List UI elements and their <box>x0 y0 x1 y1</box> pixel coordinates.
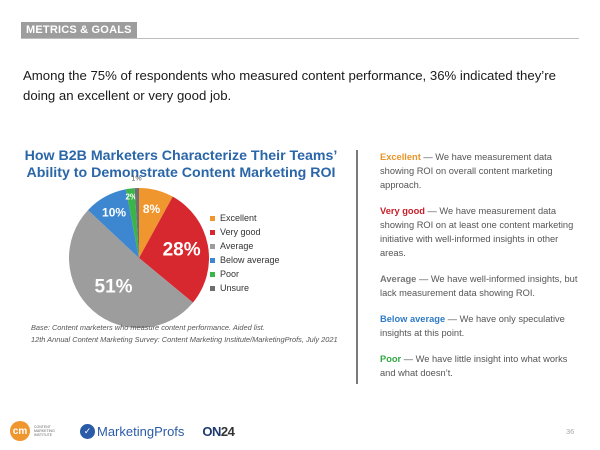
legend-label: Unsure <box>220 283 250 293</box>
pie-slice-below-average <box>87 189 139 258</box>
vertical-divider <box>356 150 358 384</box>
definition-term: Average <box>380 274 417 284</box>
page-number: 36 <box>566 427 575 436</box>
base-note-line-1: Base: Content marketers who measure cont… <box>31 323 265 332</box>
base-note: Base: Content marketers who measure cont… <box>31 322 338 346</box>
pie-slice-average <box>69 210 193 328</box>
definition-term: Below average <box>380 314 446 324</box>
on24-text-b: 24 <box>220 423 235 439</box>
cmi-logo-text: CONTENT MARKETING INSTITUTE <box>34 425 55 437</box>
pie-label: 51% <box>95 276 133 297</box>
definition-text: — We have well-informed insights, but la… <box>380 274 578 298</box>
definition-text: — We have measurement data showing ROI o… <box>380 206 574 258</box>
definition-item: Average — We have well-informed insights… <box>380 272 580 300</box>
legend-label: Average <box>220 241 254 251</box>
pie-slice-unsure <box>134 188 139 258</box>
cmi-logo: cm CONTENT MARKETING INSTITUTE <box>10 421 56 441</box>
definition-text: — We have measurement data showing ROI o… <box>380 152 553 190</box>
pie-label: 1% <box>131 175 141 182</box>
pie-label: 8% <box>143 202 161 216</box>
chart-title-line-2: Ability to Demonstrate Content Marketing… <box>26 165 336 181</box>
legend-item: Very good <box>210 225 280 239</box>
chart-title-line-1: How B2B Marketers Characterize Their Tea… <box>24 148 338 164</box>
legend-label: Below average <box>220 255 280 265</box>
section-tag: METRICS & GOALS <box>21 22 137 38</box>
legend-item: Unsure <box>210 281 280 295</box>
legend-swatch <box>210 215 215 221</box>
definition-text: — We have only speculative insights at t… <box>380 314 565 338</box>
definition-item: Excellent — We have measurement data sho… <box>380 150 580 192</box>
cmi-logo-mark: cm <box>10 421 30 441</box>
definitions-list: Excellent — We have measurement data sho… <box>380 150 580 392</box>
legend-label: Excellent <box>220 213 257 223</box>
pie-label: 28% <box>163 239 201 260</box>
definition-term: Very good <box>380 206 425 216</box>
legend-swatch <box>210 243 215 249</box>
base-note-line-2: 12th Annual Content Marketing Survey: Co… <box>31 335 338 344</box>
headline: Among the 75% of respondents who measure… <box>23 68 556 103</box>
legend-swatch <box>210 271 215 277</box>
pie-slice-excellent <box>139 188 173 258</box>
legend-swatch <box>210 285 215 291</box>
pie-slice-poor <box>125 188 139 258</box>
definition-term: Poor <box>380 354 402 364</box>
marketingprofs-icon: ✓ <box>80 423 95 439</box>
footer-logos: cm CONTENT MARKETING INSTITUTE ✓ Marketi… <box>10 420 235 442</box>
legend-item: Average <box>210 239 280 253</box>
on24-logo: ON24 <box>202 424 234 439</box>
chart-title: How B2B Marketers Characterize Their Tea… <box>20 148 342 182</box>
definition-item: Very good — We have measurement data sho… <box>380 204 580 260</box>
definition-item: Poor — We have little insight into what … <box>380 352 580 380</box>
on24-text-a: ON <box>202 423 221 439</box>
pie-label: 2% <box>125 192 137 201</box>
definition-item: Below average — We have only speculative… <box>380 312 580 340</box>
legend-item: Below average <box>210 253 280 267</box>
marketingprofs-text: MarketingProfs <box>97 423 185 439</box>
legend-label: Poor <box>220 269 240 279</box>
pie-label: 10% <box>102 206 126 220</box>
definition-term: Excellent <box>380 152 421 162</box>
pie-slice-very-good <box>139 196 210 303</box>
section-divider <box>21 38 579 39</box>
legend-label: Very good <box>220 227 261 237</box>
legend-swatch <box>210 229 215 235</box>
legend-item: Excellent <box>210 211 280 225</box>
chart-legend: Excellent Very good Average Below average Po… <box>210 211 280 295</box>
legend-item: Poor <box>210 267 280 281</box>
legend-swatch <box>210 257 215 263</box>
marketingprofs-logo: ✓ MarketingProfs <box>80 423 185 439</box>
definition-text: — We have little insight into what works… <box>380 354 568 378</box>
